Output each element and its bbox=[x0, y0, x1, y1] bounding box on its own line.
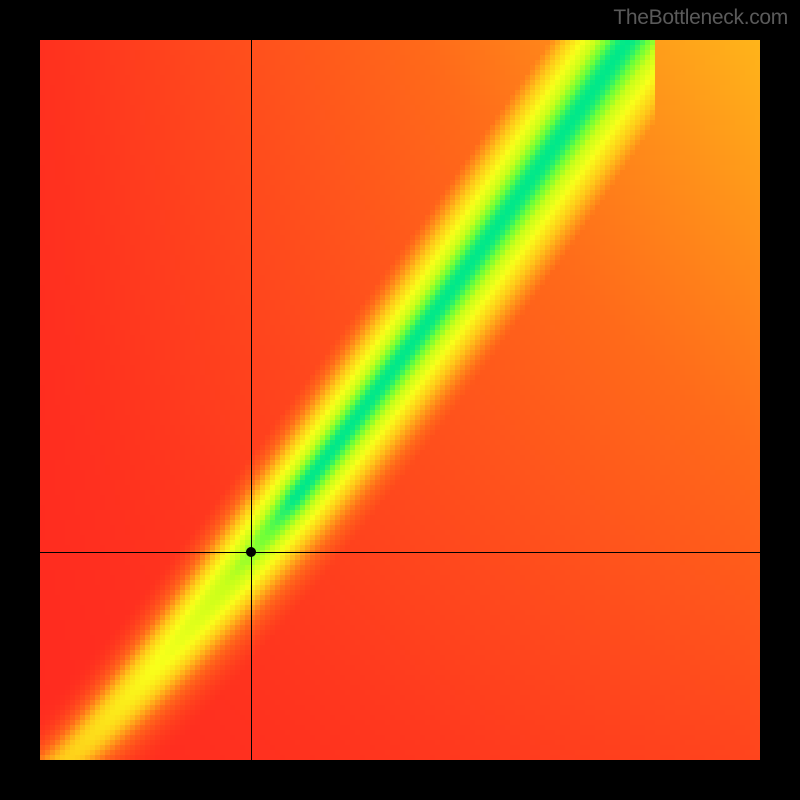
heatmap-plot bbox=[40, 40, 760, 760]
watermark-text: TheBottleneck.com bbox=[613, 6, 788, 30]
heatmap-canvas bbox=[40, 40, 760, 760]
